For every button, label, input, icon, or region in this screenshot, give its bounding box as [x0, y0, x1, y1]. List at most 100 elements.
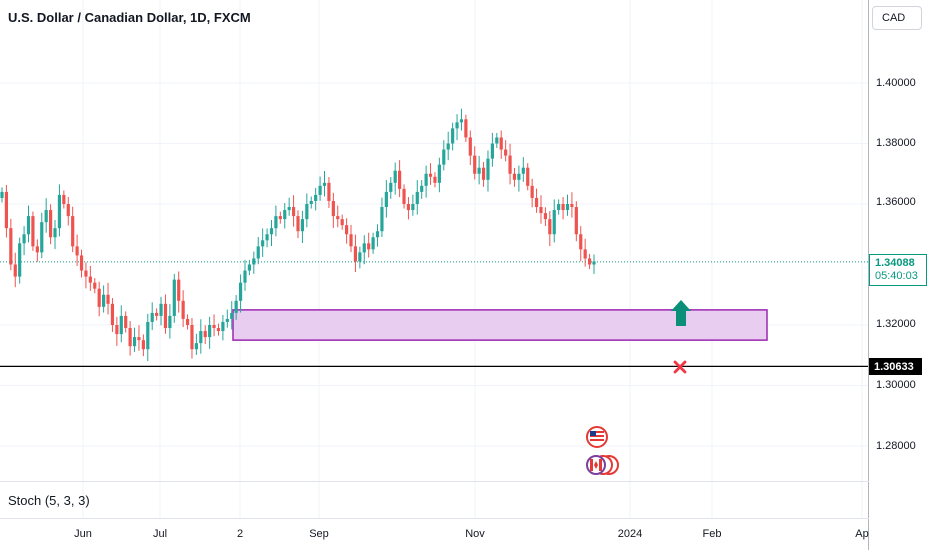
- candle-body: [459, 119, 464, 123]
- candle-body: [57, 194, 62, 229]
- candle-body: [552, 210, 556, 235]
- candle-body: [468, 137, 472, 156]
- candle-body: [455, 122, 459, 129]
- candle-body: [88, 276, 92, 283]
- currency-button[interactable]: CAD: [872, 6, 922, 30]
- candle-body: [477, 167, 481, 174]
- candle-body: [102, 294, 106, 307]
- candle-body: [336, 216, 340, 220]
- time-tick: Sep: [309, 528, 329, 540]
- candle-body: [190, 325, 194, 350]
- candle-body: [433, 176, 437, 183]
- candle-body: [517, 173, 521, 180]
- candle-body: [309, 200, 313, 204]
- candle-body: [543, 213, 548, 220]
- candle-body: [137, 337, 141, 341]
- candle-body: [261, 240, 265, 247]
- candle-body: [31, 216, 35, 247]
- candle-body: [208, 325, 212, 338]
- candle-body: [287, 207, 291, 211]
- last-price-label: 1.34088 05:40:03: [869, 254, 927, 286]
- candle-body: [247, 264, 252, 271]
- candle-body: [141, 340, 145, 350]
- candle-body: [66, 204, 70, 217]
- candle-body: [194, 343, 198, 350]
- candle-body: [375, 231, 380, 238]
- candle-body: [115, 325, 119, 335]
- candle-body: [424, 173, 428, 186]
- candle-body: [181, 300, 185, 319]
- up-arrow-icon: [671, 300, 691, 326]
- candle-body: [534, 197, 539, 208]
- candle-body: [203, 331, 207, 338]
- price-tick: 1.36000: [876, 196, 916, 208]
- candle-body: [168, 315, 172, 329]
- candlestick-series: [0, 108, 596, 361]
- candle-body: [327, 182, 331, 201]
- candle-body: [437, 164, 441, 183]
- support-zone-rectangle[interactable]: [232, 309, 768, 341]
- candle-body: [172, 279, 176, 316]
- candle-body: [389, 182, 393, 192]
- candle-body: [9, 228, 13, 265]
- candle-body: [349, 234, 353, 247]
- candle-body: [177, 279, 181, 301]
- candle-body: [252, 258, 256, 265]
- time-tick: Ap: [855, 528, 869, 540]
- candle-body: [230, 312, 234, 319]
- candle-body: [318, 185, 322, 195]
- stochastic-indicator-label[interactable]: Stoch (5, 3, 3): [8, 493, 90, 508]
- candle-body: [587, 258, 592, 265]
- candle-body: [212, 325, 216, 329]
- canada-flag-event-icon[interactable]: [586, 455, 619, 475]
- candle-body: [296, 216, 300, 232]
- candle-body: [402, 188, 406, 204]
- candle-body: [84, 270, 88, 277]
- price-tick: 1.38000: [876, 137, 916, 149]
- candle-body: [481, 167, 486, 180]
- candle-body: [358, 252, 362, 262]
- candle-body: [269, 228, 274, 235]
- candle-body: [451, 128, 455, 144]
- candle-body: [159, 303, 163, 316]
- x-mark-icon: [673, 360, 687, 374]
- chart-title: U.S. Dollar / Canadian Dollar, 1D, FXCM: [8, 10, 251, 25]
- candle-body: [486, 158, 490, 180]
- candle-body: [35, 246, 39, 253]
- candle-body: [93, 282, 97, 289]
- candle-body: [75, 246, 79, 256]
- pane-divider[interactable]: [0, 481, 869, 482]
- candle-body: [420, 185, 424, 192]
- candle-body: [557, 204, 561, 211]
- candle-body: [539, 207, 543, 214]
- candle-body: [291, 207, 296, 217]
- candle-body: [446, 143, 450, 150]
- candle-body: [548, 219, 552, 235]
- candle-body: [106, 294, 110, 304]
- price-tick: 1.30000: [876, 379, 916, 391]
- candle-body: [565, 204, 570, 211]
- last-price-value: 1.34088: [875, 257, 915, 269]
- candle-body: [48, 210, 53, 238]
- candle-body: [521, 167, 525, 174]
- candle-body: [155, 312, 159, 316]
- candle-body: [44, 210, 48, 223]
- candle-body: [62, 194, 66, 204]
- candle-body: [283, 210, 287, 220]
- candle-body: [199, 331, 203, 344]
- candle-body: [583, 249, 587, 259]
- price-tick: 1.40000: [876, 77, 916, 89]
- candle-body: [300, 219, 305, 232]
- candle-body: [216, 328, 221, 332]
- candle-body: [185, 318, 190, 325]
- candle-body: [26, 216, 31, 235]
- candle-body: [371, 237, 375, 250]
- candle-body: [132, 337, 137, 347]
- candle-body: [495, 137, 499, 144]
- candle-body: [128, 328, 132, 347]
- horizontal-level-label: 1.30633: [869, 358, 922, 375]
- candle-body: [574, 207, 578, 235]
- candle-body: [570, 204, 574, 208]
- us-flag-event-icon[interactable]: [586, 426, 608, 448]
